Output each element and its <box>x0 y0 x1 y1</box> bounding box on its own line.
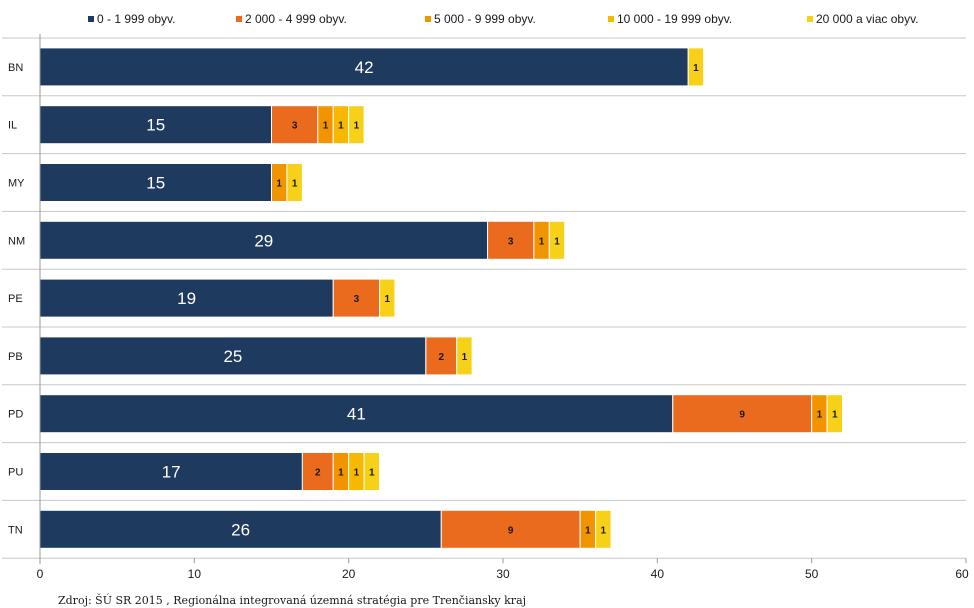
legend-swatch <box>608 16 614 22</box>
data-label: 1 <box>554 236 560 247</box>
x-tick-label: 50 <box>805 567 819 581</box>
data-label: 1 <box>817 410 823 421</box>
legend-label: 0 - 1 999 obyv. <box>97 12 176 26</box>
source-note: Zdroj: ŠÚ SR 2015 , Regionálna integrova… <box>58 593 526 607</box>
data-label: 1 <box>832 410 838 421</box>
category-label: PE <box>8 293 23 305</box>
category-label: BN <box>8 62 23 74</box>
x-tick-label: 10 <box>188 567 202 581</box>
data-label: 1 <box>323 121 329 132</box>
x-tick-label: 30 <box>496 567 510 581</box>
category-label: NM <box>8 235 25 247</box>
data-label: 41 <box>347 405 366 424</box>
data-label: 17 <box>162 463 181 482</box>
data-label: 26 <box>231 520 250 539</box>
legend-label: 2 000 - 4 999 obyv. <box>245 12 347 26</box>
data-label: 1 <box>384 294 390 305</box>
category-label: PB <box>8 351 23 363</box>
category-label: PD <box>8 409 23 421</box>
data-label: 3 <box>354 294 360 305</box>
x-tick-label: 0 <box>37 567 44 581</box>
data-label: 1 <box>292 179 298 190</box>
data-label: 9 <box>739 410 745 421</box>
data-label: 42 <box>355 58 374 77</box>
data-label: 1 <box>354 468 360 479</box>
data-label: 3 <box>292 121 298 132</box>
legend-label: 5 000 - 9 999 obyv. <box>434 12 536 26</box>
category-labels: BN IL MY NM PE PB PD PU TN <box>8 62 25 536</box>
category-label: IL <box>8 120 17 132</box>
data-label: 2 <box>315 468 321 479</box>
data-label: 3 <box>508 236 514 247</box>
data-label: 1 <box>338 121 344 132</box>
data-label: 29 <box>254 231 273 250</box>
data-label: 15 <box>146 116 165 135</box>
data-label: 15 <box>146 174 165 193</box>
data-label: 1 <box>462 352 468 363</box>
legend-swatch <box>425 16 431 22</box>
category-label: PU <box>8 467 23 479</box>
data-label: 1 <box>585 525 591 536</box>
x-tick-label: 20 <box>342 567 356 581</box>
category-label: TN <box>8 524 23 536</box>
data-label: 1 <box>276 179 282 190</box>
legend-swatch <box>807 16 813 22</box>
legend-swatch <box>236 16 242 22</box>
data-label: 2 <box>438 352 444 363</box>
data-label: 1 <box>693 63 699 74</box>
x-tick-label: 60 <box>955 567 969 581</box>
data-label: 9 <box>508 525 514 536</box>
legend-label: 20 000 a viac obyv. <box>816 12 919 26</box>
legend-label: 10 000 - 19 999 obyv. <box>617 12 732 26</box>
data-label: 25 <box>223 347 242 366</box>
bars-area: 42 115 3 1 1 115 1 129 3 1 119 3 125 2 141 9 1 117 2 1 1 126 9… <box>40 48 843 548</box>
data-label: 1 <box>539 236 545 247</box>
legend-swatch <box>88 16 94 22</box>
data-label: 1 <box>354 121 360 132</box>
data-label: 1 <box>369 468 375 479</box>
data-label: 1 <box>338 468 344 479</box>
x-tick-label: 40 <box>651 567 665 581</box>
category-label: MY <box>8 178 25 190</box>
data-label: 19 <box>177 289 196 308</box>
legend: 0 - 1 999 obyv. 2 000 - 4 999 obyv. 5 000 … <box>88 12 919 26</box>
data-label: 1 <box>601 525 607 536</box>
